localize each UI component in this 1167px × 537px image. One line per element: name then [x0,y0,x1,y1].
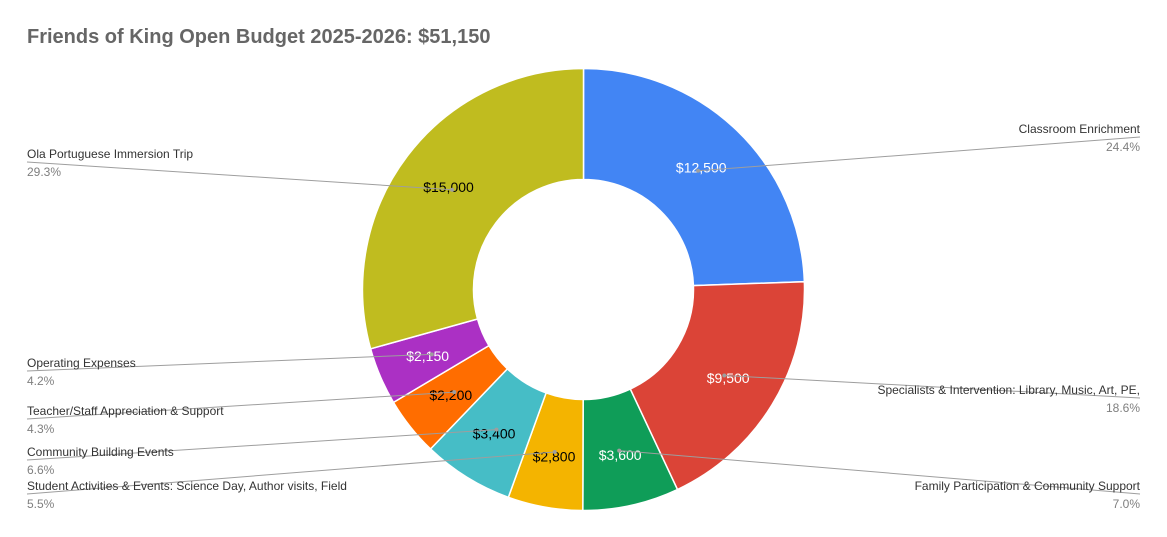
slice-value-label: $3,600 [599,447,642,463]
leader-line [26,429,497,461]
leader-dot [452,390,457,395]
slice-value-label: $3,400 [473,425,516,441]
leader-line [26,391,455,420]
chart-title: Friends of King Open Budget 2025-2026: $… [27,26,491,48]
leader-dot [722,373,727,378]
slice-category-label: Student Activities & Events: Science Day… [27,479,347,493]
slice-value-label: $2,150 [406,348,449,364]
leader-dot [429,352,434,357]
leader-line [26,161,453,191]
slice-category-label: Community Building Events [27,445,174,459]
slice-value-label: $12,500 [676,160,727,176]
leader-line [698,136,1141,172]
slice-percent-label: 18.6% [1106,401,1140,415]
leader-dot [450,187,455,192]
leader-line [619,450,1141,495]
slice-category-label: Specialists & Intervention: Library, Mus… [877,383,1140,397]
slice-category-label: Teacher/Staff Appreciation & Support [27,404,224,418]
slice-value-label: $15,000 [423,179,474,195]
slice-percent-label: 29.3% [27,165,61,179]
slice-value-label: $9,500 [707,370,750,386]
leader-line [26,353,432,372]
slice-category-label: Family Participation & Community Support [915,479,1141,493]
slice-percent-label: 6.6% [27,463,55,477]
slice-percent-label: 7.0% [1113,497,1141,511]
slice-classroom-enrichment [582,67,806,287]
slice-percent-label: 24.4% [1106,140,1140,154]
slice-category-label: Operating Expenses [27,356,136,370]
slice-percent-label: 4.3% [27,422,55,436]
leader-dot [552,449,557,454]
slice-percent-label: 5.5% [27,497,55,511]
leader-dot [494,427,499,432]
slice-category-label: Ola Portuguese Immersion Trip [27,147,193,161]
leader-dot [696,168,701,173]
slice-ola-portuguese-immersion-trip [361,67,585,350]
slice-specialists-intervention-library-music-a [629,280,806,491]
leader-line [26,451,555,495]
leader-dot [617,448,622,453]
leader-line [724,374,1141,399]
slice-category-label: Classroom Enrichment [1019,122,1141,136]
slice-value-label: $2,200 [429,387,472,403]
slice-percent-label: 4.2% [27,374,55,388]
